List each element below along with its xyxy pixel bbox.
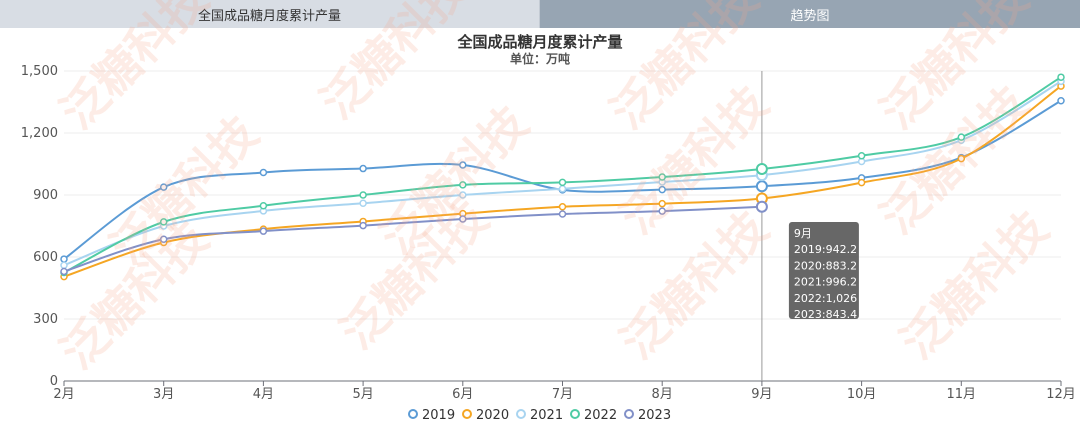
x-tick-label: 7月 bbox=[552, 387, 573, 402]
legend-label-2021: 2021 bbox=[530, 408, 563, 423]
tab-monthly-output[interactable]: 全国成品糖月度累计产量 bbox=[0, 0, 540, 28]
data-point-2023 bbox=[658, 207, 666, 215]
x-tick-label: 2月 bbox=[53, 387, 74, 402]
data-point-2019 bbox=[755, 180, 768, 193]
data-point-2023 bbox=[159, 235, 168, 243]
data-point-2022 bbox=[459, 181, 467, 189]
legend-label-2022: 2022 bbox=[584, 408, 617, 423]
y-tick-label: 900 bbox=[33, 188, 58, 203]
data-point-2023 bbox=[259, 227, 268, 235]
data-point-2019 bbox=[658, 185, 666, 194]
tooltip-line: 2022:1,026 bbox=[794, 292, 857, 305]
legend-label-2023: 2023 bbox=[638, 408, 671, 423]
x-tick-label: 11月 bbox=[947, 387, 977, 402]
data-point-2019 bbox=[1057, 97, 1065, 105]
data-point-2022 bbox=[558, 178, 567, 187]
data-point-2019 bbox=[359, 164, 367, 173]
data-point-2019 bbox=[459, 161, 467, 169]
y-tick-label: 0 bbox=[50, 374, 58, 389]
legend-marker-2023 bbox=[624, 409, 634, 419]
x-tick-label: 3月 bbox=[153, 387, 174, 402]
data-point-2022 bbox=[1057, 73, 1065, 81]
data-point-2022 bbox=[159, 218, 168, 226]
data-point-2021 bbox=[558, 185, 567, 193]
x-tick-label: 12月 bbox=[1046, 387, 1076, 402]
data-point-2022 bbox=[957, 133, 966, 141]
tooltip-line: 2023:843.4 bbox=[794, 308, 857, 321]
data-point-2019 bbox=[60, 255, 68, 263]
legend-marker-2019 bbox=[408, 409, 418, 419]
legend-label-2019: 2019 bbox=[422, 408, 455, 423]
y-tick-label: 1,500 bbox=[21, 64, 58, 79]
data-point-2019 bbox=[159, 183, 168, 191]
chart-title: 全国成品糖月度累计产量 bbox=[456, 33, 622, 51]
data-point-2021 bbox=[359, 199, 367, 208]
data-point-2023 bbox=[60, 267, 68, 276]
x-tick-label: 4月 bbox=[253, 387, 274, 402]
tooltip-line: 2019:942.2 bbox=[794, 243, 857, 256]
tooltip-box bbox=[788, 222, 859, 319]
x-tick-label: 9月 bbox=[751, 387, 772, 402]
data-point-2022 bbox=[755, 162, 768, 175]
y-tick-label: 1,200 bbox=[21, 126, 58, 141]
x-tick-label: 10月 bbox=[847, 387, 877, 402]
data-point-2023 bbox=[359, 221, 367, 230]
tab-bar: 全国成品糖月度累计产量 趋势图 bbox=[0, 0, 1080, 28]
tooltip-line: 9月 bbox=[794, 227, 812, 240]
data-point-2021 bbox=[459, 191, 467, 199]
y-tick-label: 300 bbox=[33, 312, 58, 327]
data-point-2023 bbox=[459, 215, 467, 223]
data-point-2021 bbox=[60, 261, 68, 270]
series-line-2023 bbox=[63, 205, 762, 273]
legend-marker-2022 bbox=[570, 409, 580, 419]
x-tick-label: 6月 bbox=[452, 387, 473, 402]
y-tick-label: 600 bbox=[33, 250, 58, 265]
data-point-2022 bbox=[857, 151, 866, 160]
data-point-2020 bbox=[658, 199, 666, 208]
x-tick-label: 5月 bbox=[352, 387, 373, 402]
data-point-2020 bbox=[957, 154, 966, 163]
tooltip-line: 2020:883.2 bbox=[794, 259, 857, 272]
data-point-2023 bbox=[755, 200, 768, 213]
tooltip-line: 2021:996.2 bbox=[794, 276, 857, 289]
data-point-2020 bbox=[558, 203, 567, 211]
data-point-2023 bbox=[558, 210, 567, 218]
x-tick-label: 8月 bbox=[652, 387, 673, 402]
data-point-2019 bbox=[259, 168, 268, 177]
data-point-2022 bbox=[259, 201, 268, 210]
data-point-2022 bbox=[359, 191, 367, 199]
data-point-2020 bbox=[857, 178, 866, 187]
data-point-2022 bbox=[658, 173, 666, 181]
chart-subtitle: 单位：万吨 bbox=[510, 51, 570, 66]
tab-trend-chart[interactable]: 趋势图 bbox=[540, 0, 1080, 28]
legend-marker-2021 bbox=[516, 409, 526, 419]
legend-marker-2020 bbox=[462, 409, 472, 419]
legend-label-2020: 2020 bbox=[476, 408, 509, 423]
